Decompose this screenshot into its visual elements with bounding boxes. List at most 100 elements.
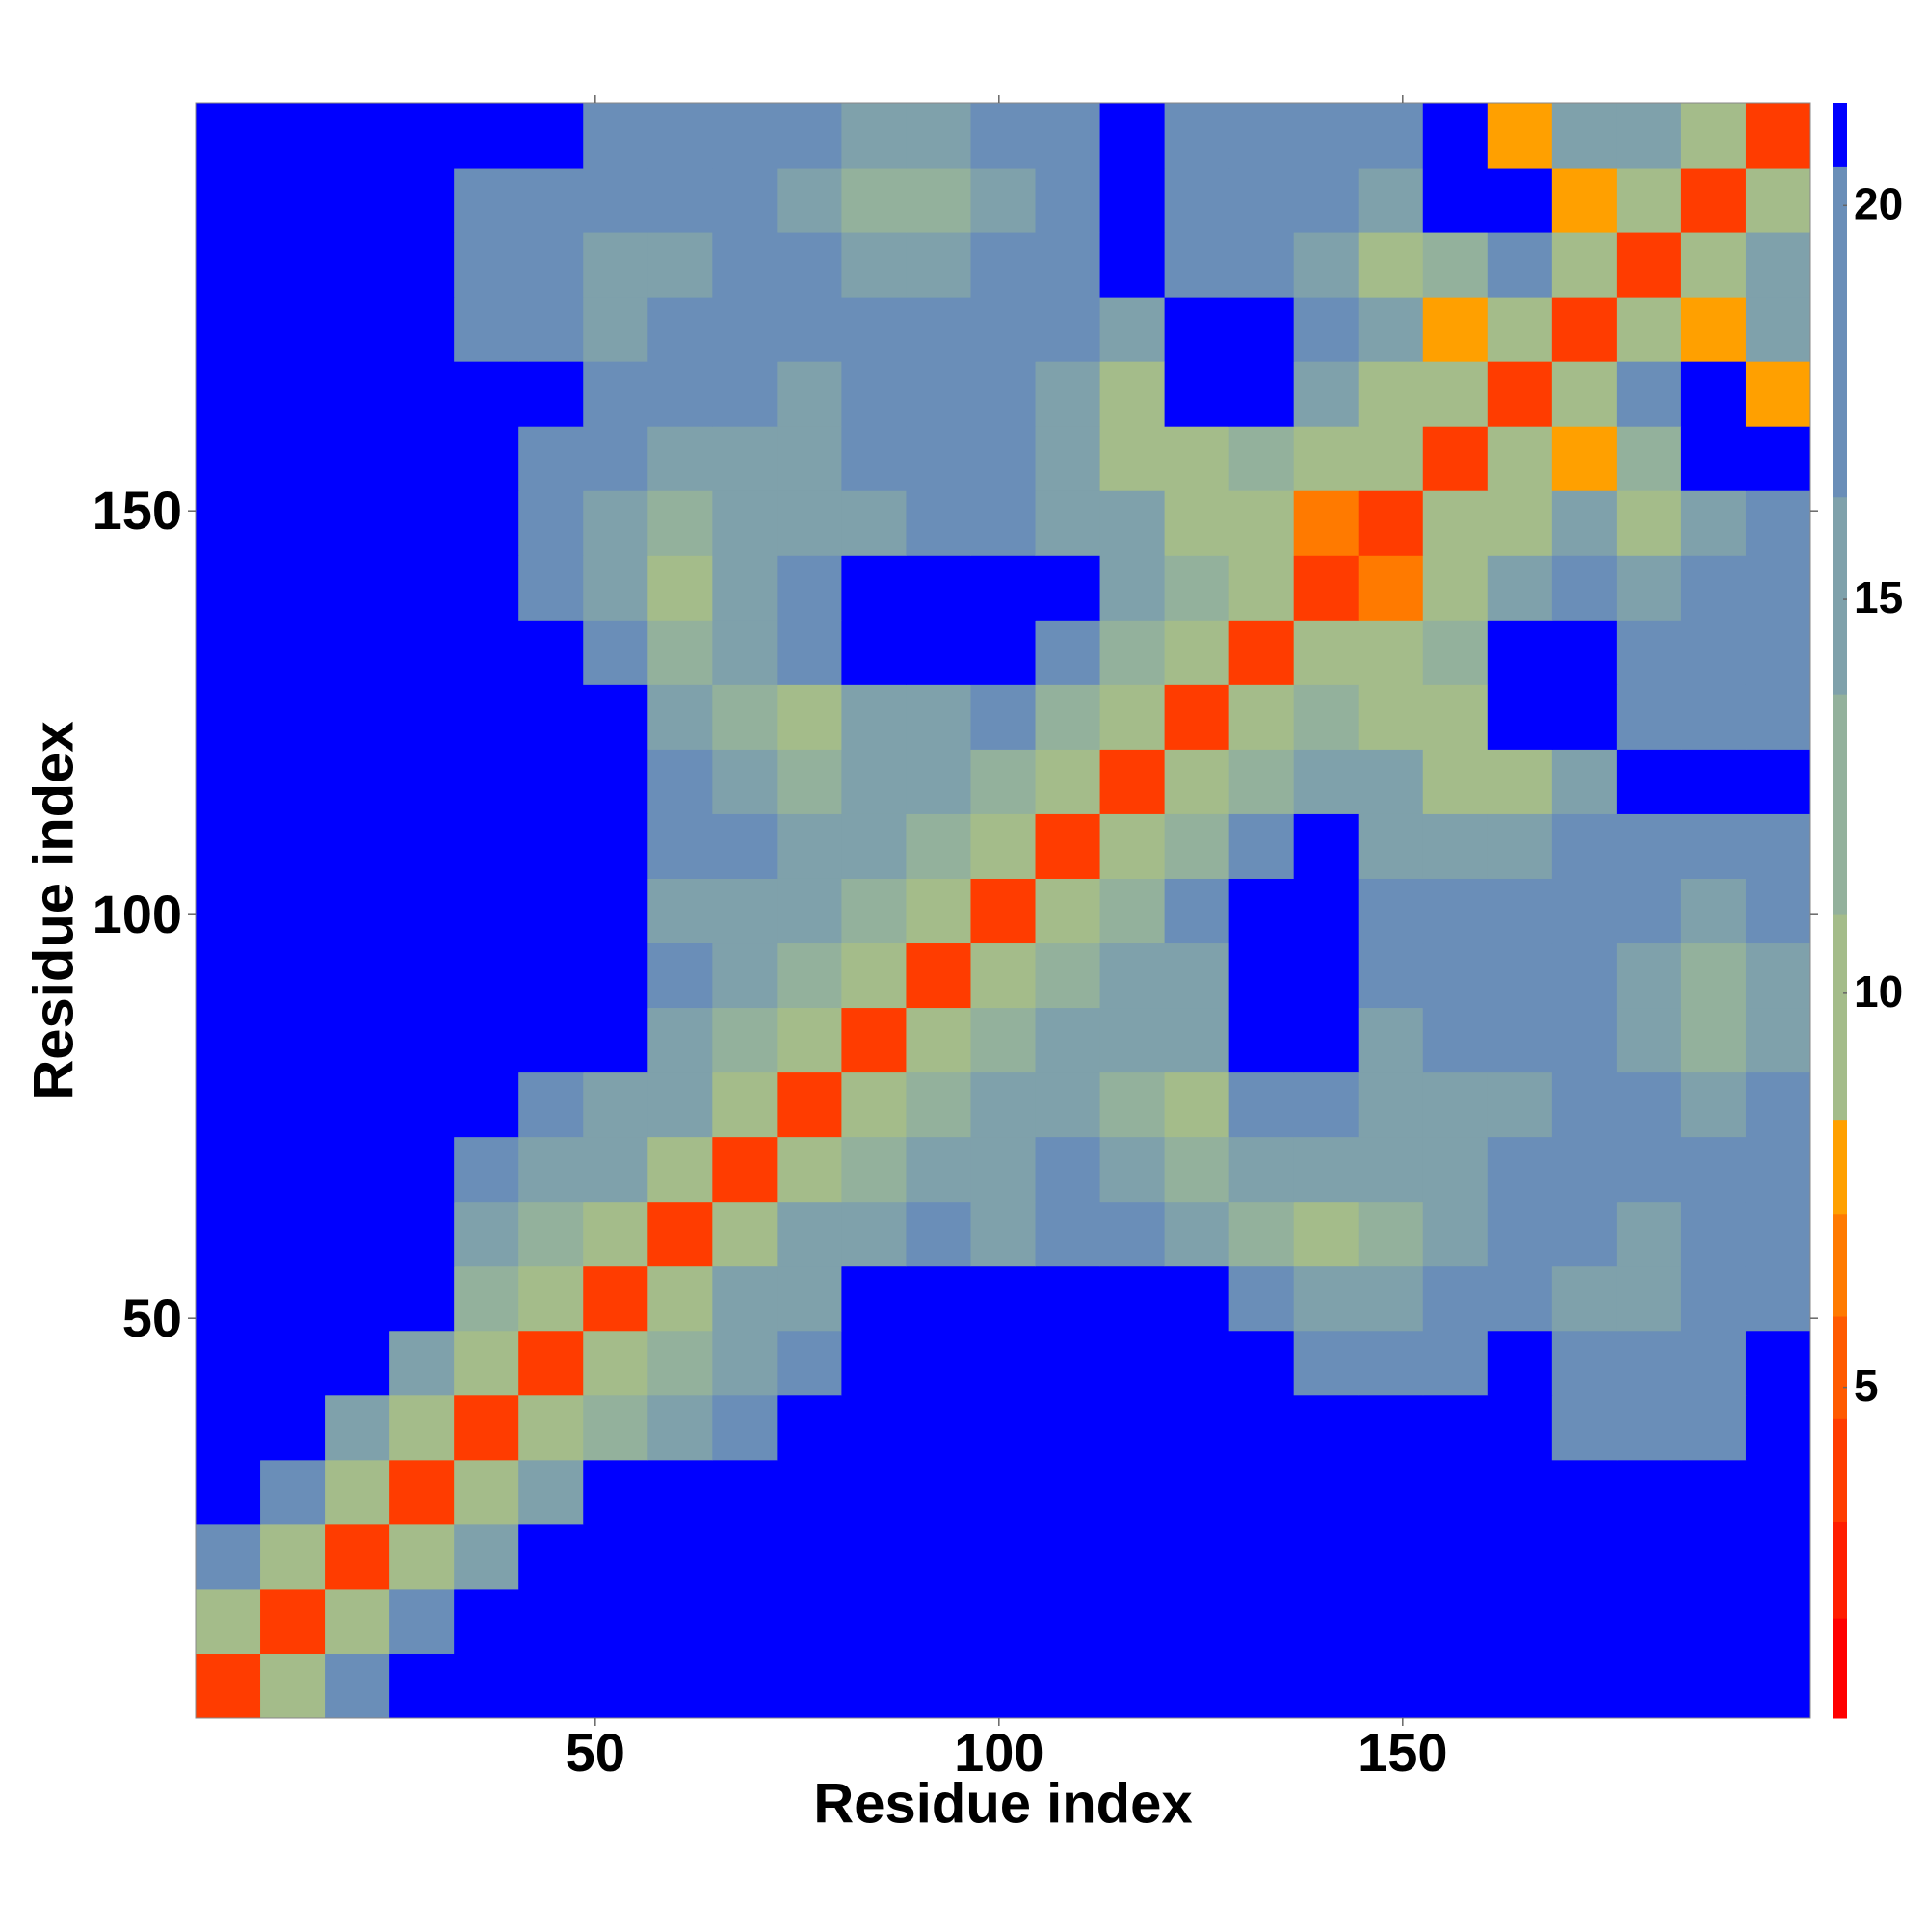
- heatmap-cell: [647, 1653, 713, 1719]
- heatmap-cell: [260, 1072, 326, 1138]
- heatmap-cell: [1035, 1136, 1101, 1203]
- heatmap-cell: [1680, 813, 1747, 879]
- heatmap-cell: [1422, 1330, 1489, 1396]
- heatmap-cell: [1422, 813, 1489, 879]
- heatmap-cell: [712, 1588, 778, 1654]
- heatmap-cell: [1487, 490, 1553, 556]
- heatmap-cell: [1745, 1201, 1811, 1267]
- heatmap-cell: [1358, 232, 1424, 298]
- heatmap-cell: [389, 361, 455, 427]
- heatmap-cell: [454, 684, 519, 750]
- heatmap-cell: [1616, 942, 1682, 1009]
- heatmap-cell: [1164, 1136, 1230, 1203]
- heatmap-cell: [777, 1523, 842, 1590]
- heatmap-cell: [1616, 878, 1682, 944]
- heatmap-cell: [1164, 1330, 1230, 1396]
- heatmap-cell: [325, 942, 390, 1009]
- heatmap-cell: [454, 1201, 519, 1267]
- heatmap-cell: [260, 1588, 326, 1654]
- heatmap-cell: [1035, 1523, 1101, 1590]
- heatmap-cell: [389, 620, 455, 685]
- heatmap-cell: [454, 426, 519, 491]
- heatmap-cell: [970, 426, 1037, 491]
- heatmap-cell: [389, 1330, 455, 1396]
- heatmap-cell: [1293, 749, 1359, 814]
- heatmap-cell: [454, 878, 519, 944]
- heatmap-cell: [518, 1394, 584, 1461]
- heatmap-cell: [1358, 555, 1424, 621]
- heatmap-cell: [518, 103, 584, 169]
- heatmap-cell: [1099, 1523, 1166, 1590]
- heatmap-cell: [712, 168, 778, 233]
- heatmap-cell: [1680, 749, 1747, 814]
- heatmap-cell: [389, 232, 455, 298]
- heatmap-cell: [325, 749, 390, 814]
- heatmap-cell: [1228, 1653, 1295, 1719]
- heatmap-cell: [841, 813, 907, 879]
- heatmap-cell: [518, 942, 584, 1009]
- heatmap-cell: [389, 942, 455, 1009]
- heatmap-cell: [1164, 749, 1230, 814]
- heatmap-cell: [712, 1394, 778, 1461]
- heatmap-cell: [1164, 361, 1230, 427]
- heatmap-cell: [1228, 1136, 1295, 1203]
- heatmap-cell: [389, 1201, 455, 1267]
- plot-frame: [195, 102, 1811, 1719]
- heatmap-cell: [196, 1653, 261, 1719]
- heatmap-cell: [647, 1007, 713, 1073]
- heatmap-cell: [841, 620, 907, 685]
- heatmap-cell: [196, 1136, 261, 1203]
- heatmap-cell: [970, 232, 1037, 298]
- heatmap-cell: [583, 490, 648, 556]
- heatmap-cell: [1358, 1007, 1424, 1073]
- heatmap-cell: [777, 297, 842, 362]
- heatmap-cell: [712, 426, 778, 491]
- colorbar-tick-label: 5: [1854, 1361, 1879, 1411]
- heatmap-cell: [1358, 749, 1424, 814]
- heatmap-cell: [1099, 1653, 1166, 1719]
- heatmap-cell: [325, 1653, 390, 1719]
- heatmap-cell: [777, 555, 842, 621]
- heatmap-cell: [454, 813, 519, 879]
- heatmap-cell: [1680, 1201, 1747, 1267]
- heatmap-cell: [1487, 1072, 1553, 1138]
- heatmap-cell: [196, 749, 261, 814]
- y-tick-label: 150: [92, 480, 182, 541]
- heatmap-cell: [1099, 1201, 1166, 1267]
- heatmap-cell: [1164, 1588, 1230, 1654]
- heatmap-cell: [1164, 232, 1230, 298]
- heatmap-cell: [1099, 426, 1166, 491]
- heatmap-cell: [1487, 426, 1553, 491]
- heatmap-cell: [1551, 1007, 1618, 1073]
- heatmap-cell: [1099, 1394, 1166, 1461]
- x-tick-label: 150: [1358, 1722, 1447, 1783]
- heatmap-cell: [1616, 1007, 1682, 1073]
- heatmap-cell: [1487, 813, 1553, 879]
- heatmap-cell: [1745, 103, 1811, 169]
- heatmap-cell: [454, 168, 519, 233]
- heatmap-cell: [1035, 1007, 1101, 1073]
- heatmap-cell: [647, 813, 713, 879]
- heatmap-cell: [518, 749, 584, 814]
- heatmap-cell: [1035, 942, 1101, 1009]
- heatmap-cell: [1745, 490, 1811, 556]
- heatmap-cell: [777, 426, 842, 491]
- heatmap-cell: [1164, 1007, 1230, 1073]
- heatmap-cell: [712, 103, 778, 169]
- heatmap-cell: [389, 1523, 455, 1590]
- heatmap-cell: [1745, 1072, 1811, 1138]
- heatmap-cell: [1035, 749, 1101, 814]
- heatmap-cell: [1487, 232, 1553, 298]
- heatmap-cell: [906, 1007, 971, 1073]
- heatmap-cell: [841, 103, 907, 169]
- heatmap-cell: [454, 1653, 519, 1719]
- heatmap-cell: [1035, 1394, 1101, 1461]
- heatmap-cell: [325, 813, 390, 879]
- heatmap-cell: [970, 1588, 1037, 1654]
- heatmap-cell: [583, 684, 648, 750]
- heatmap-cell: [583, 426, 648, 491]
- heatmap-cell: [1293, 1588, 1359, 1654]
- heatmap-cell: [1680, 490, 1747, 556]
- heatmap-cell: [518, 1136, 584, 1203]
- heatmap-cell: [841, 1072, 907, 1138]
